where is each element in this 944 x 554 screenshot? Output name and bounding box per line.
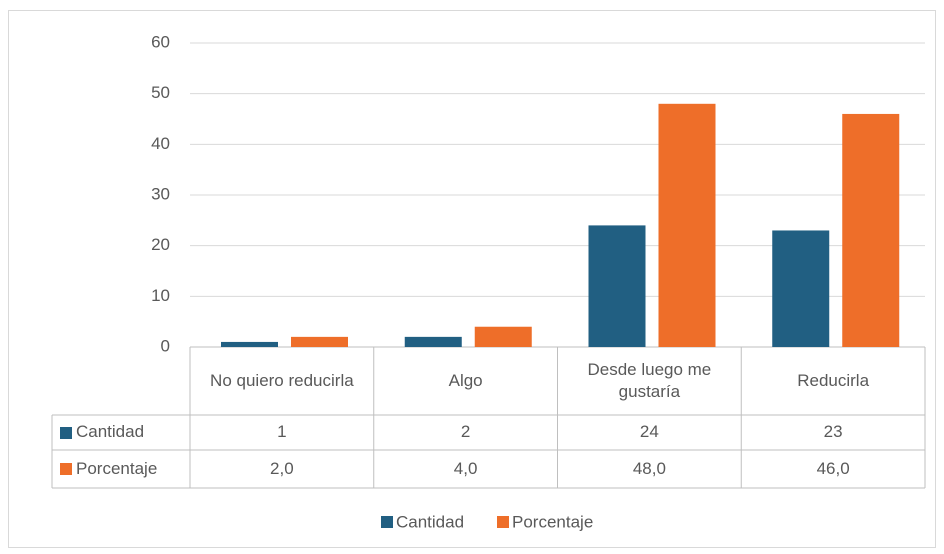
chart-border: [8, 10, 936, 548]
table-value: 1: [277, 422, 287, 442]
table-series-label: Porcentaje: [52, 450, 190, 488]
bar: [291, 336, 348, 347]
legend-label: Cantidad: [396, 512, 464, 531]
legend-label: Porcentaje: [512, 512, 593, 531]
category-label: Reducirla: [797, 370, 870, 390]
legend-swatch: [381, 516, 393, 528]
bar: [842, 113, 900, 347]
table-value: 23: [823, 422, 843, 442]
y-tick-label: 20: [151, 235, 170, 254]
table-value: 2: [460, 422, 471, 442]
table-series-name: Porcentaje: [76, 458, 158, 478]
y-tick-label: 10: [151, 286, 170, 305]
legend-swatch: [497, 516, 509, 528]
y-tick-label: 30: [151, 184, 170, 203]
y-tick-label: 60: [151, 32, 170, 51]
bar: [658, 103, 716, 347]
bar: [588, 225, 646, 347]
y-tick-label: 50: [151, 83, 170, 102]
category-label: Algo: [448, 370, 483, 390]
bar: [221, 341, 278, 347]
table-swatch: [60, 426, 72, 439]
bar: [474, 326, 532, 347]
category-label: No quiero reducirla: [210, 370, 354, 390]
table-value: 48,0: [632, 458, 666, 478]
y-tick-label: 40: [151, 134, 170, 153]
table-swatch: [60, 463, 72, 475]
bar: [404, 336, 462, 347]
table-value: 4,0: [453, 458, 478, 478]
table-value: 24: [639, 422, 659, 442]
table-series-label: Cantidad: [52, 415, 190, 450]
table-series-name: Cantidad: [76, 422, 145, 442]
y-tick-label: 0: [161, 336, 170, 355]
table-value: 2,0: [270, 458, 294, 478]
category-label: Desde luego me gustaría: [587, 359, 712, 401]
table-value: 46,0: [816, 458, 850, 478]
bar: [772, 230, 830, 347]
